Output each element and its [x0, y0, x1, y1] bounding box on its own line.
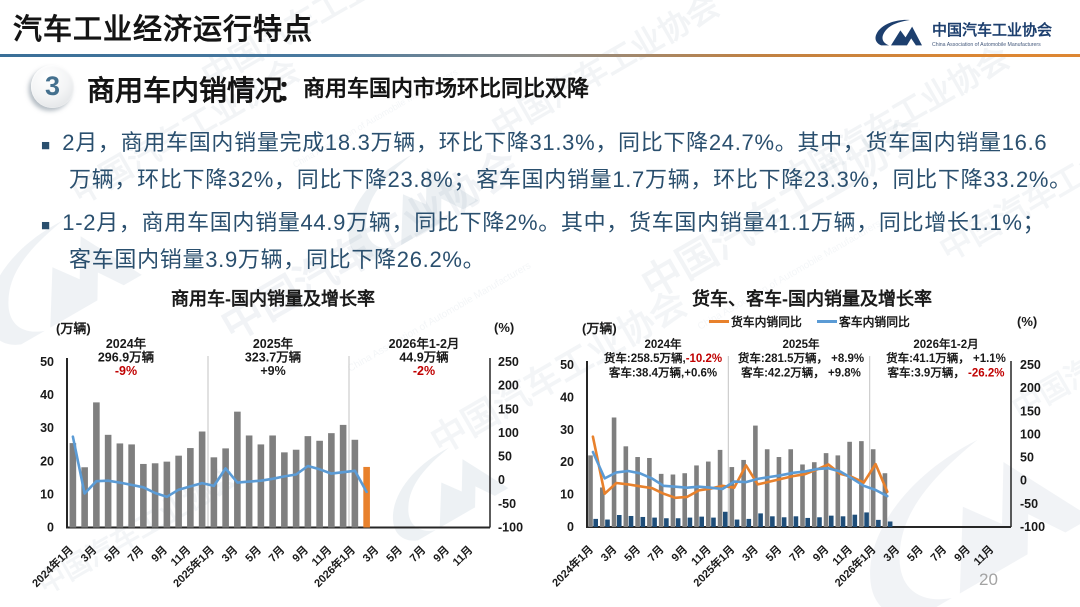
svg-text:客车:42.2万辆， +9.8%: 客车:42.2万辆， +9.8%: [740, 365, 861, 379]
svg-text:5月: 5月: [384, 543, 405, 564]
svg-text:20: 20: [979, 570, 998, 589]
svg-text:7月: 7月: [407, 543, 428, 564]
svg-text:40: 40: [40, 388, 54, 402]
svg-text:2024年: 2024年: [106, 336, 147, 351]
svg-text:250: 250: [1020, 358, 1041, 372]
svg-text:7月: 7月: [787, 543, 808, 564]
svg-text:50: 50: [498, 450, 512, 464]
svg-text:9月: 9月: [290, 543, 311, 564]
svg-text:5月: 5月: [102, 543, 123, 564]
svg-text:(万辆): (万辆): [56, 321, 91, 336]
svg-text:货车:281.5万辆， +8.9%: 货车:281.5万辆， +8.9%: [737, 351, 864, 365]
svg-text:客车内销同比: 客车内销同比: [838, 315, 910, 329]
svg-text:5月: 5月: [763, 543, 784, 564]
svg-text:货车:41.1万辆， +1.1%: 货车:41.1万辆， +1.1%: [885, 351, 1006, 365]
svg-text:-100: -100: [1020, 520, 1045, 534]
svg-text:9月: 9月: [149, 543, 170, 564]
svg-text:客车:3.9万辆， -26.2%: 客车:3.9万辆， -26.2%: [887, 365, 1005, 379]
svg-text:20: 20: [40, 454, 54, 468]
svg-text:0: 0: [567, 520, 574, 534]
svg-text:40: 40: [560, 390, 574, 404]
svg-text:2025年: 2025年: [782, 337, 820, 351]
svg-text:296.9万辆: 296.9万辆: [98, 349, 155, 364]
svg-text:50: 50: [560, 358, 574, 372]
svg-text:20: 20: [560, 455, 574, 469]
svg-text:3月: 3月: [881, 543, 902, 564]
svg-text:2024年1月: 2024年1月: [549, 542, 596, 589]
svg-text:5月: 5月: [904, 543, 925, 564]
svg-text:货车内销同比: 货车内销同比: [730, 315, 802, 329]
svg-text:(万辆): (万辆): [582, 321, 617, 336]
svg-text:7月: 7月: [266, 543, 287, 564]
svg-text:9月: 9月: [669, 543, 690, 564]
svg-text:-50: -50: [1020, 497, 1038, 511]
svg-text:50: 50: [40, 355, 54, 369]
svg-text:250: 250: [498, 355, 519, 369]
svg-text:30: 30: [40, 421, 54, 435]
svg-text:-50: -50: [498, 497, 516, 511]
svg-text:-100: -100: [498, 521, 523, 535]
svg-text:30: 30: [560, 423, 574, 437]
svg-text:150: 150: [1020, 404, 1041, 418]
svg-text:323.7万辆: 323.7万辆: [245, 349, 302, 364]
svg-text:10: 10: [560, 488, 574, 502]
svg-text:2024年: 2024年: [644, 337, 682, 351]
svg-text:3月: 3月: [360, 543, 381, 564]
svg-text:-9%: -9%: [115, 364, 137, 378]
svg-text:(%): (%): [494, 320, 514, 335]
svg-text:10: 10: [40, 487, 54, 501]
svg-text:200: 200: [498, 379, 519, 393]
svg-text:100: 100: [498, 426, 519, 440]
svg-text:7月: 7月: [645, 543, 666, 564]
svg-text:0: 0: [1020, 474, 1027, 488]
svg-text:2026年1-2月: 2026年1-2月: [913, 337, 978, 351]
svg-text:2024年1月: 2024年1月: [29, 543, 76, 590]
svg-text:7月: 7月: [125, 543, 146, 564]
svg-text:3月: 3月: [598, 543, 619, 564]
svg-text:2025年: 2025年: [253, 336, 294, 351]
svg-text:货车、客车-国内销量及增长率: 货车、客车-国内销量及增长率: [692, 288, 932, 309]
svg-text:0: 0: [47, 521, 54, 535]
svg-text:商用车-国内销量及增长率: 商用车-国内销量及增长率: [171, 288, 375, 309]
svg-text:11月: 11月: [450, 543, 475, 568]
svg-text:China Association of Automobil: China Association of Automobile Manufact…: [932, 42, 1041, 48]
svg-text:客车:38.4万辆,+0.6%: 客车:38.4万辆,+0.6%: [608, 365, 717, 379]
svg-text:50: 50: [1020, 451, 1034, 465]
svg-text:2026年1-2月: 2026年1-2月: [389, 336, 460, 351]
svg-text:3月: 3月: [740, 543, 761, 564]
svg-text:44.9万辆: 44.9万辆: [399, 349, 449, 364]
svg-text:-2%: -2%: [413, 364, 435, 378]
svg-text:5月: 5月: [243, 543, 264, 564]
svg-text:3月: 3月: [219, 543, 240, 564]
svg-text:7月: 7月: [928, 543, 949, 564]
svg-text:(%): (%): [1017, 314, 1037, 329]
svg-text:11月: 11月: [971, 543, 996, 568]
svg-text:9月: 9月: [431, 543, 452, 564]
svg-text:0: 0: [498, 473, 505, 487]
svg-text:150: 150: [498, 402, 519, 416]
svg-text:100: 100: [1020, 427, 1041, 441]
svg-text:货车:258.5万辆,-10.2%: 货车:258.5万辆,-10.2%: [603, 351, 722, 365]
svg-text:5月: 5月: [622, 543, 643, 564]
svg-text:中国汽车工业协会: 中国汽车工业协会: [932, 21, 1052, 39]
svg-text:9月: 9月: [952, 543, 973, 564]
svg-text:3月: 3月: [78, 543, 99, 564]
svg-text:200: 200: [1020, 381, 1041, 395]
svg-text:9月: 9月: [810, 543, 831, 564]
svg-text:+9%: +9%: [260, 364, 285, 378]
